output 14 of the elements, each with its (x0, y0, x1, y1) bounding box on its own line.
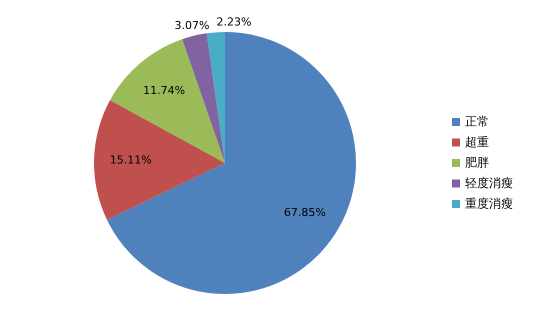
legend-label: 轻度消瘦 (465, 176, 513, 190)
data-label: 67.85% (284, 206, 326, 220)
pie-slice (110, 39, 225, 163)
data-label: 11.74% (143, 84, 186, 97)
pie-slice (94, 100, 225, 220)
legend-label: 超重 (465, 134, 489, 149)
data-label: 15.11% (110, 154, 152, 167)
legend-label: 重度消瘦 (465, 196, 513, 210)
legend-label: 正常 (465, 114, 489, 128)
data-label: 2.23% (216, 15, 252, 28)
pie-slice (206, 32, 225, 163)
legend-label: 肥胖 (465, 155, 489, 170)
data-label: 3.07% (174, 18, 210, 32)
pie-slice (107, 32, 356, 294)
